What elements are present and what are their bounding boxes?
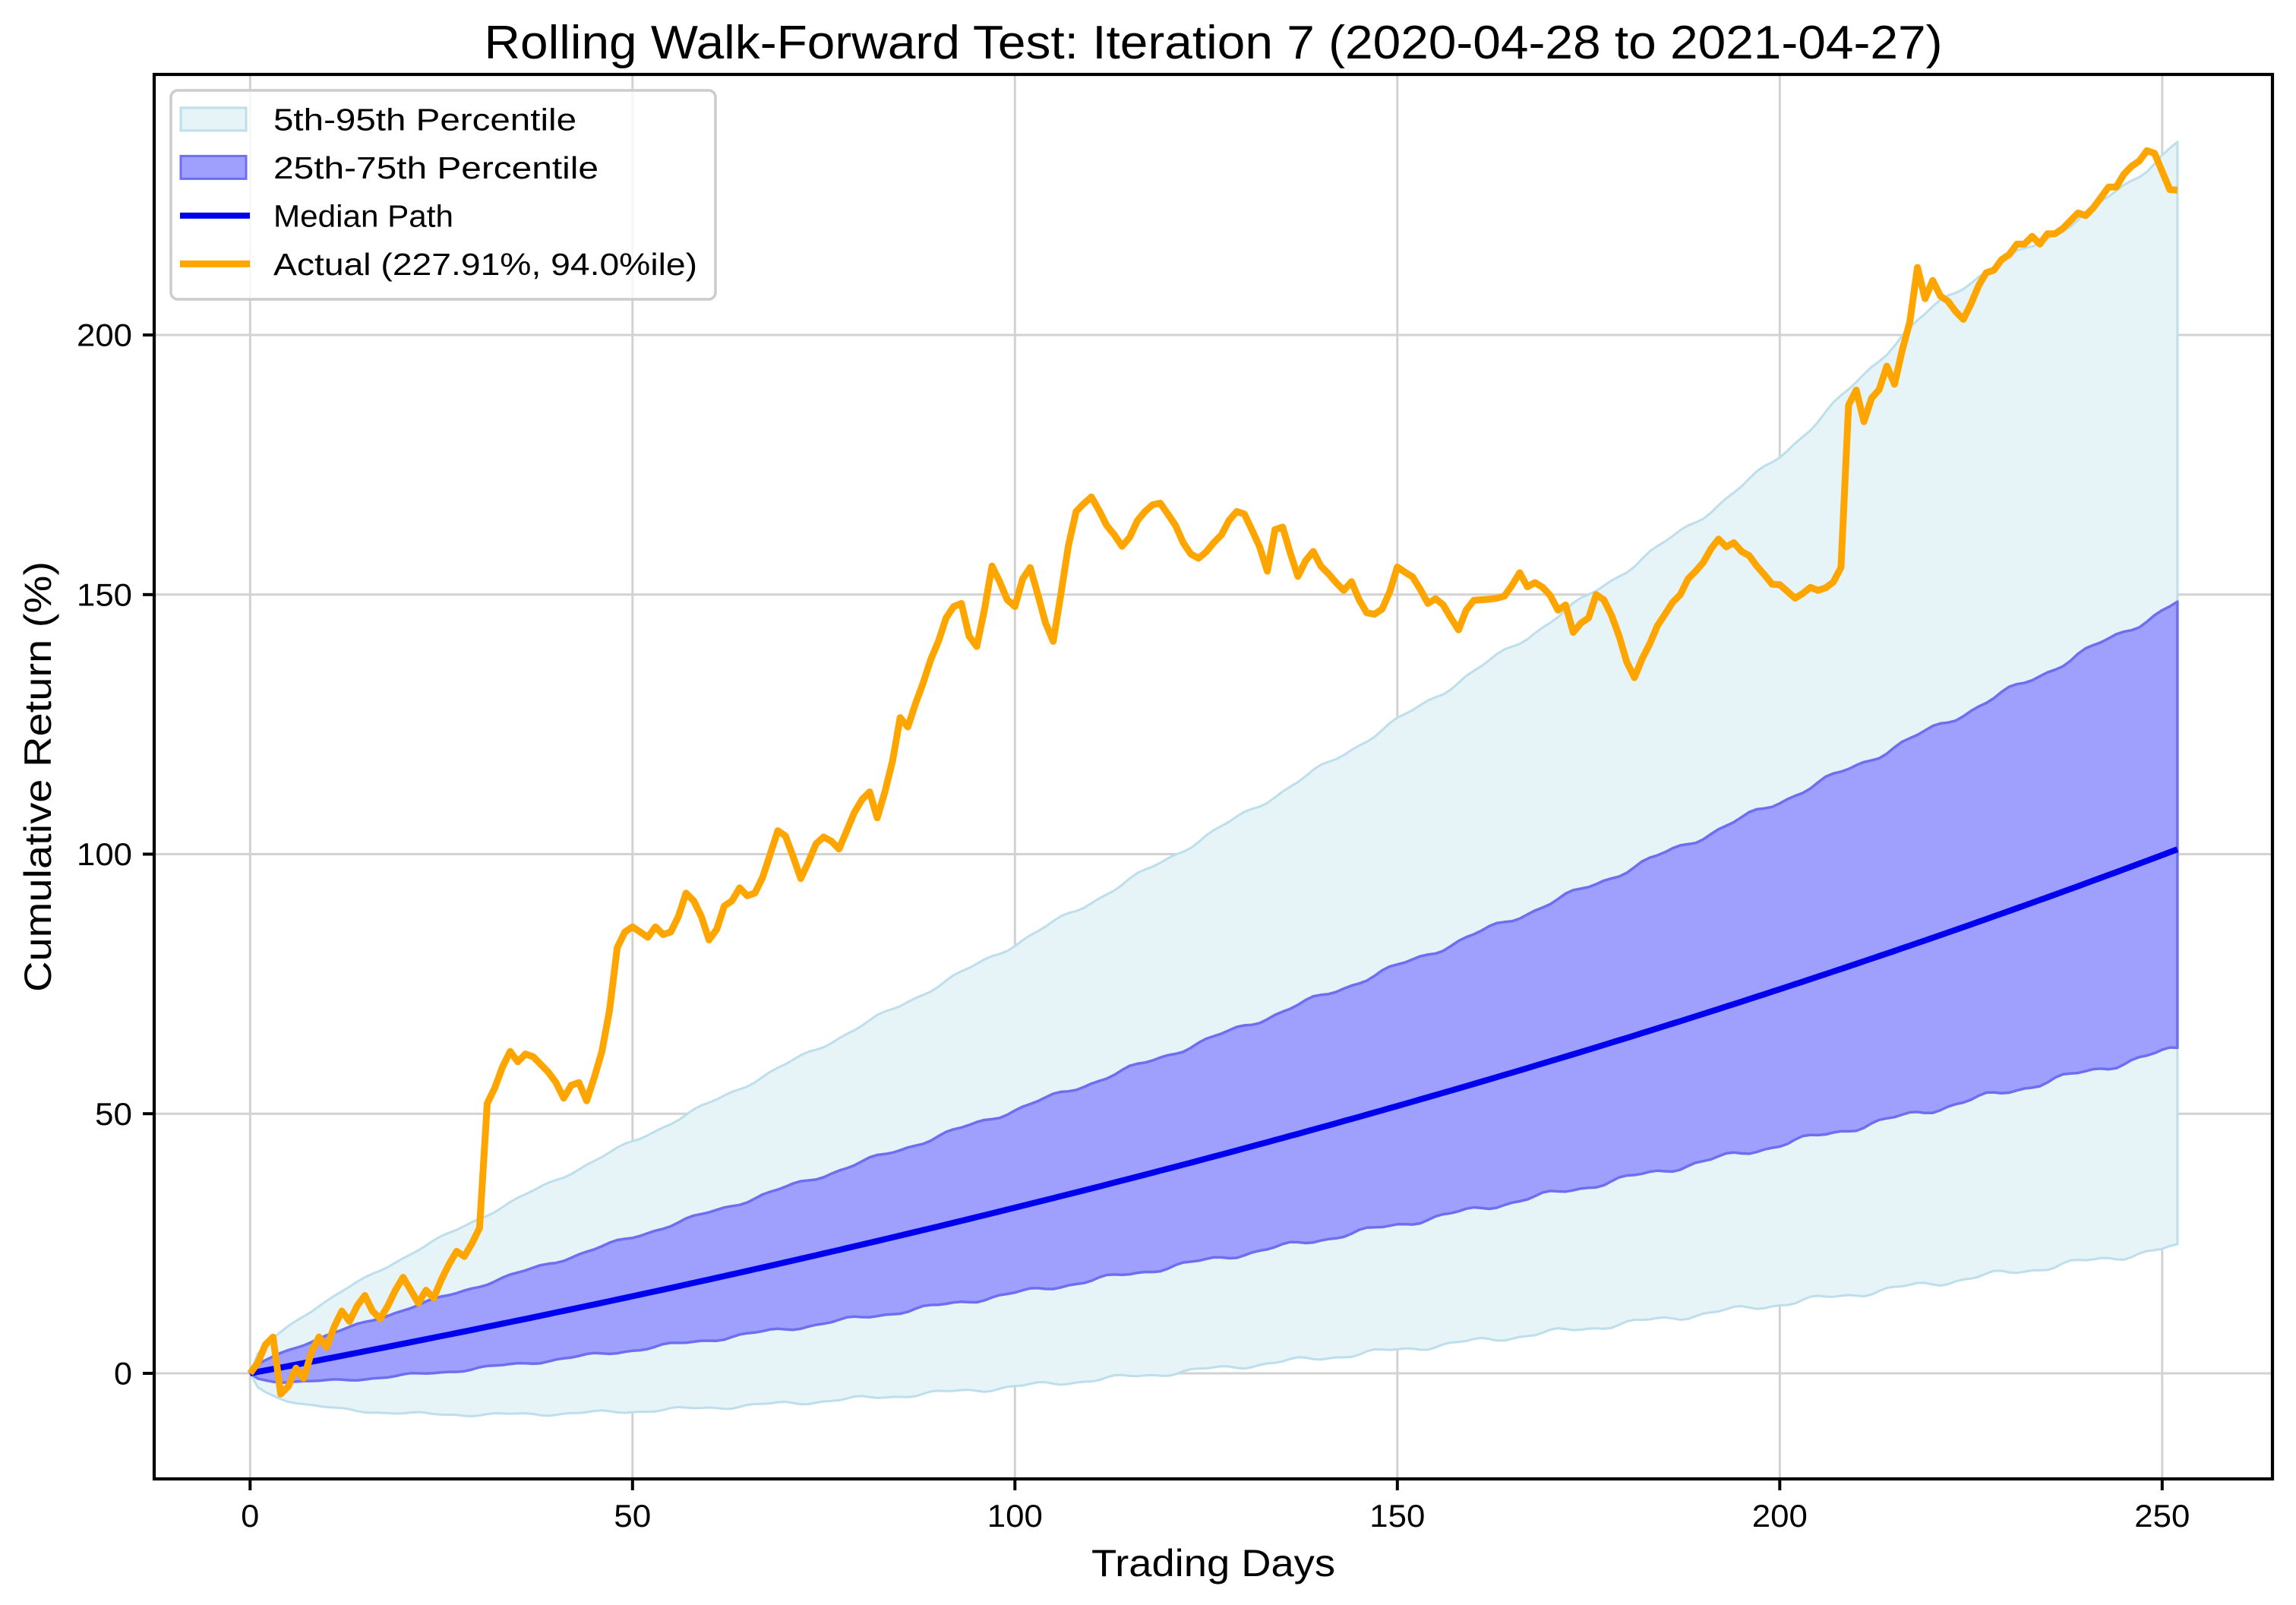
svg-text:25th-75th Percentile: 25th-75th Percentile <box>273 150 598 185</box>
svg-text:0: 0 <box>114 1356 132 1392</box>
svg-text:Rolling Walk-Forward Test: Ite: Rolling Walk-Forward Test: Iteration 7 (… <box>485 17 1943 69</box>
svg-text:150: 150 <box>77 577 132 612</box>
svg-text:50: 50 <box>614 1498 651 1534</box>
svg-text:Actual (227.91%, 94.0%ile): Actual (227.91%, 94.0%ile) <box>273 247 697 282</box>
svg-text:200: 200 <box>1752 1498 1808 1534</box>
svg-text:Cumulative Return (%): Cumulative Return (%) <box>17 561 59 992</box>
svg-text:Trading Days: Trading Days <box>1091 1542 1335 1584</box>
svg-text:150: 150 <box>1369 1498 1425 1534</box>
svg-text:0: 0 <box>241 1498 259 1534</box>
svg-text:100: 100 <box>987 1498 1043 1534</box>
svg-text:5th-95th Percentile: 5th-95th Percentile <box>273 103 576 137</box>
svg-text:200: 200 <box>77 318 132 353</box>
svg-text:100: 100 <box>77 836 132 872</box>
svg-text:250: 250 <box>2134 1498 2190 1534</box>
svg-text:50: 50 <box>95 1096 132 1132</box>
svg-text:Median Path: Median Path <box>273 199 453 234</box>
